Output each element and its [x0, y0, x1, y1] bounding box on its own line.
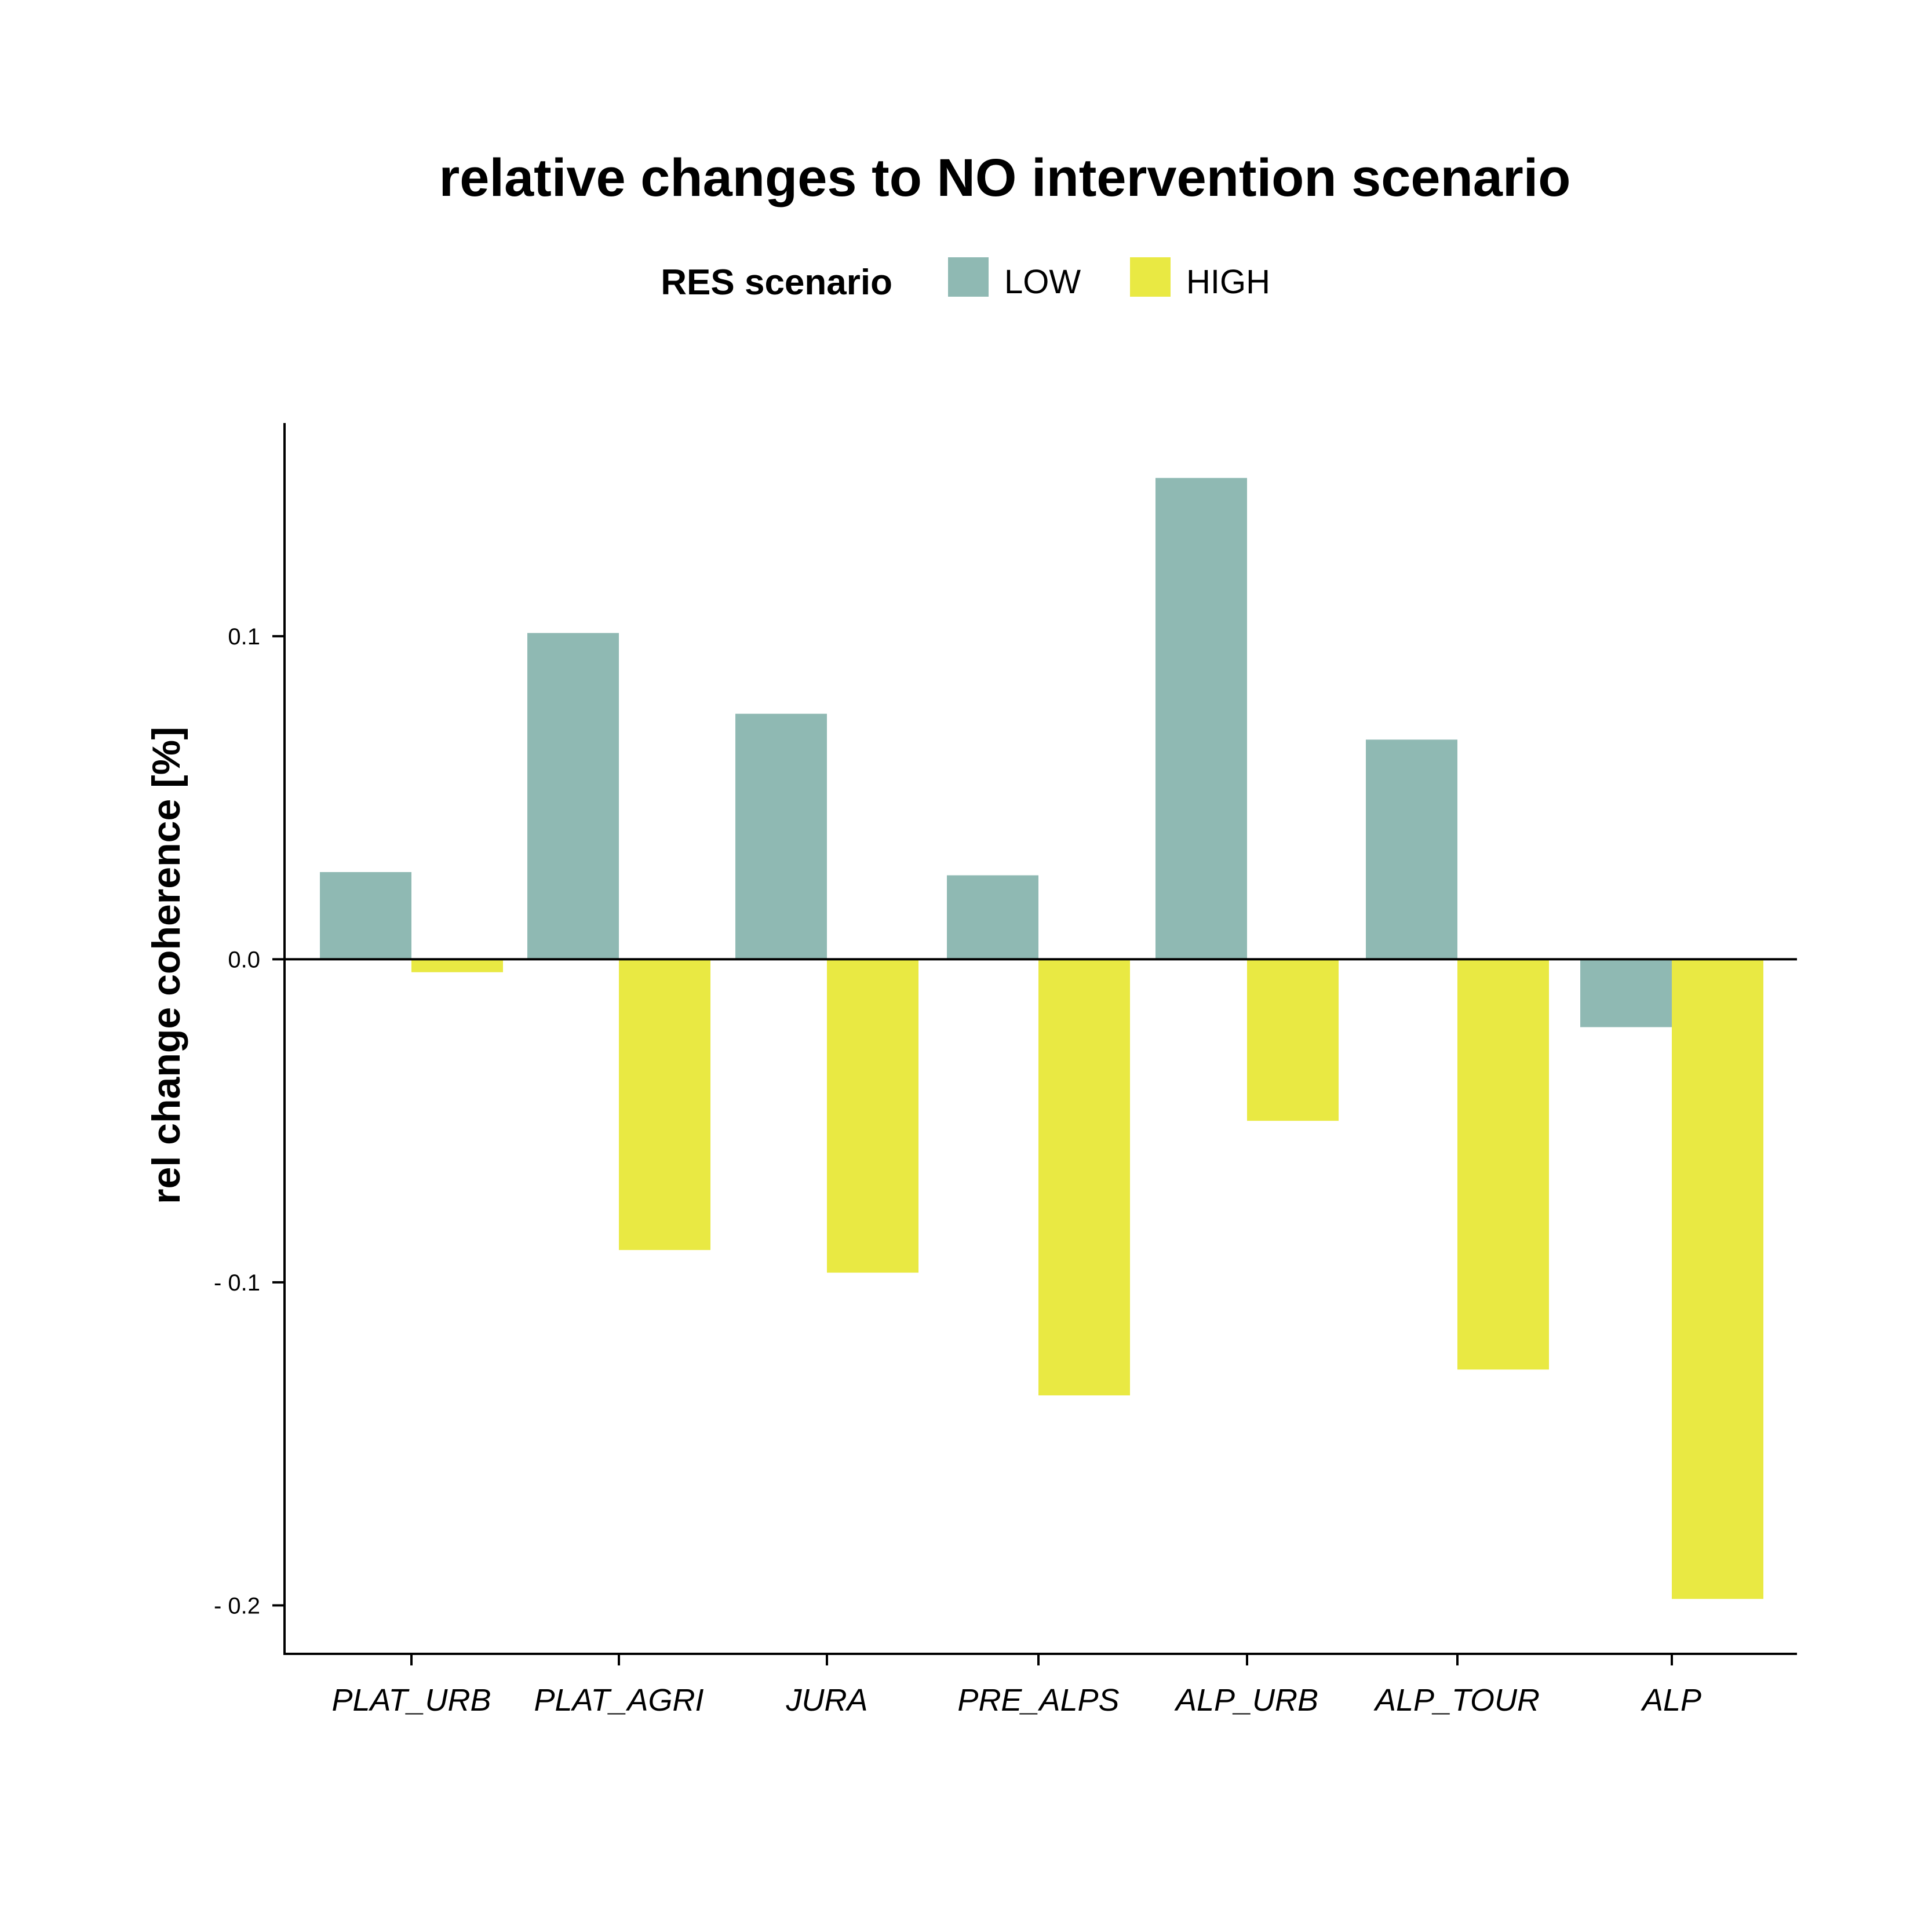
bar-low-jura	[735, 713, 827, 960]
x-ticks-group: PLAT_URB PLAT_AGRI JURA PRE_ALPS ALP_URB ALP_…	[331, 1654, 1701, 1718]
y-tick-label: 0.0	[228, 947, 260, 972]
x-tick-label: JURA	[785, 1683, 867, 1718]
y-tick-label: - 0.1	[214, 1270, 260, 1296]
legend-label-high: HIGH	[1186, 263, 1270, 301]
bar-high-plat-agri	[619, 959, 710, 1251]
legend-label-low: LOW	[1004, 263, 1081, 301]
bars-group	[320, 477, 1763, 1599]
x-tick-label: PLAT_AGRI	[534, 1683, 703, 1718]
bar-high-alp	[1672, 959, 1763, 1599]
bar-low-alp-urb	[1155, 477, 1247, 960]
x-tick-label: PRE_ALPS	[957, 1683, 1119, 1718]
x-tick-label: ALP_URB	[1174, 1683, 1318, 1718]
bar-low-plat-agri	[527, 633, 619, 960]
bar-high-plat-urb	[411, 959, 503, 972]
y-tick-label: 0.1	[228, 624, 260, 650]
bar-low-alp	[1580, 959, 1672, 1027]
legend: RES scenario LOW HIGH	[661, 257, 1270, 302]
bar-low-plat-urb	[320, 872, 411, 960]
bar-high-alp-tour	[1457, 959, 1549, 1370]
x-tick-label: ALP_TOUR	[1373, 1683, 1540, 1718]
x-tick-label: ALP	[1641, 1683, 1701, 1718]
bar-high-alp-urb	[1247, 959, 1339, 1121]
bar-low-alp-tour	[1366, 739, 1457, 960]
y-axis-label: rel change coherence [%]	[144, 727, 188, 1204]
chart-title: relative changes to NO intervention scen…	[439, 148, 1570, 207]
bar-high-jura	[827, 959, 918, 1273]
x-tick-label: PLAT_URB	[331, 1683, 491, 1718]
y-ticks-group: 0.1 0.0 - 0.1 - 0.2	[214, 624, 285, 1618]
legend-swatch-low	[948, 257, 989, 297]
y-tick-label: - 0.2	[214, 1593, 260, 1618]
bar-high-pre-alps	[1038, 959, 1130, 1396]
legend-title: RES scenario	[661, 263, 892, 302]
legend-swatch-high	[1130, 257, 1171, 297]
bar-low-pre-alps	[947, 875, 1038, 960]
